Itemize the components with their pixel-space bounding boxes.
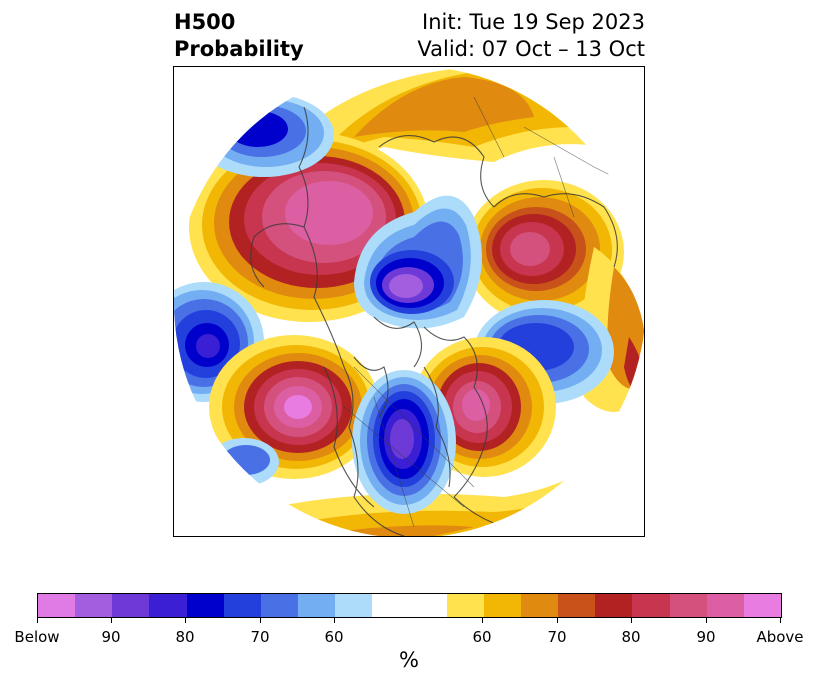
colorbar-tick-label: 60 [324, 628, 344, 646]
colorbar-segment [335, 594, 373, 617]
colorbar-tick [260, 618, 261, 623]
colorbar-segment [595, 594, 633, 617]
colorbar-tick-label: 80 [621, 628, 641, 646]
colorbar-tick [334, 618, 335, 623]
units-label: % [399, 648, 419, 672]
init-time: Init: Tue 19 Sep 2023 [422, 10, 645, 34]
colorbar-tick [111, 618, 112, 623]
colorbar-segment [632, 594, 670, 617]
colorbar-tick-label: 70 [547, 628, 567, 646]
colorbar-segment [521, 594, 559, 617]
colorbar-tick [482, 618, 483, 623]
colorbar-segment [112, 594, 150, 617]
colorbar-tick [631, 618, 632, 623]
colorbar-segment [483, 594, 522, 617]
colorbar-tick-label: 90 [101, 628, 121, 646]
colorbar-tick-label: Below [14, 628, 60, 646]
warm-anomaly-northeast [464, 180, 624, 324]
probability-map [173, 66, 645, 537]
colorbar-segment [558, 594, 596, 617]
anomaly-field [174, 67, 644, 536]
coastlines [250, 103, 635, 536]
cold-anomaly-northwest [194, 93, 334, 177]
colorbar-tick [780, 618, 781, 623]
colorbar [37, 593, 782, 618]
colorbar-segment [149, 594, 187, 617]
colorbar-segment [446, 594, 484, 617]
cold-anomaly-polar [354, 195, 482, 329]
colorbar-segment [260, 594, 299, 617]
colorbar-segment [706, 594, 744, 617]
colorbar-segment [38, 594, 76, 617]
colorbar-tick-label: 60 [472, 628, 492, 646]
forecast-info: Init: Tue 19 Sep 2023 Valid: 07 Oct – 13… [417, 9, 645, 63]
valid-period: Valid: 07 Oct – 13 Oct [417, 37, 645, 61]
colorbar-segment [186, 594, 224, 617]
title-product: Probability [174, 37, 304, 61]
colorbar-segment [743, 594, 782, 617]
colorbar-tick-label: Above [756, 628, 804, 646]
colorbar-tick [185, 618, 186, 623]
colorbar-tick [706, 618, 707, 623]
colorbar-segment [669, 594, 707, 617]
chart-title: H500 Probability [174, 9, 304, 63]
colorbar-segment [298, 594, 336, 617]
cold-anomaly-southwest-tail [209, 438, 279, 486]
colorbar-tick [557, 618, 558, 623]
colorbar-tick-label: 80 [175, 628, 195, 646]
colorbar-segment [75, 594, 113, 617]
colorbar-segment [223, 594, 261, 617]
colorbar-segment [372, 594, 447, 617]
title-variable: H500 [174, 10, 236, 34]
map-svg [174, 67, 644, 536]
colorbar-tick-label: 90 [696, 628, 716, 646]
cold-anomaly-central-na [352, 370, 456, 514]
colorbar-tick-label: 70 [250, 628, 270, 646]
colorbar-tick [37, 618, 38, 623]
